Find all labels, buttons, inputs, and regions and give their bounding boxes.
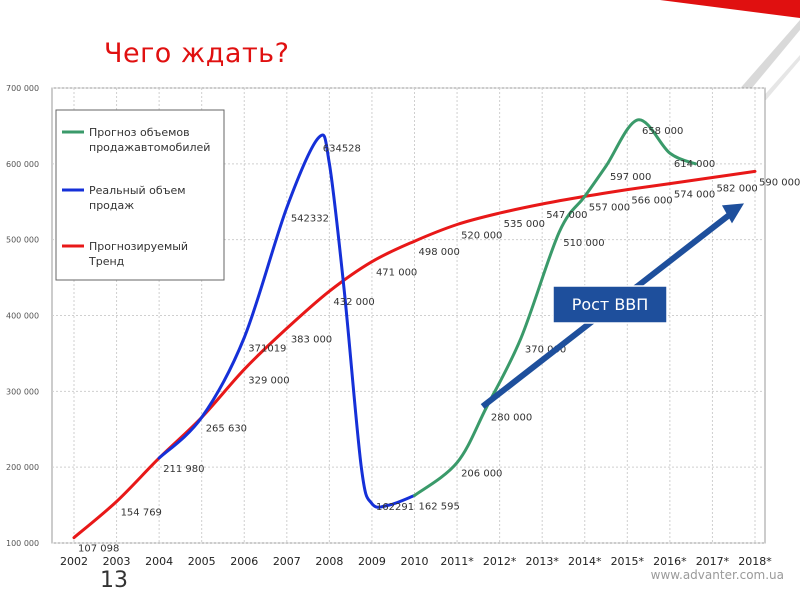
x-tick-label: 2013* bbox=[525, 555, 559, 568]
data-label: 162 595 bbox=[419, 502, 460, 513]
data-label: 597 000 bbox=[610, 172, 651, 183]
legend-entry-line: Прогноз объемов bbox=[89, 126, 190, 139]
data-label: 520 000 bbox=[461, 231, 502, 242]
legend-entry-line: Реальный объем bbox=[89, 184, 186, 197]
slide-title: Чего ждать? bbox=[104, 38, 290, 69]
x-tick-label: 2004 bbox=[145, 555, 173, 568]
slide-number: 13 bbox=[100, 568, 128, 593]
x-tick-label: 2003 bbox=[103, 555, 131, 568]
data-label: 574 000 bbox=[674, 190, 715, 201]
x-tick-label: 2008 bbox=[315, 555, 343, 568]
data-label: 535 000 bbox=[504, 219, 545, 230]
data-label: 432 000 bbox=[333, 297, 374, 308]
data-label: 329 000 bbox=[248, 375, 289, 386]
data-label: 557 000 bbox=[589, 202, 630, 213]
y-tick-label: 500 000 bbox=[6, 236, 39, 245]
legend-entry: Реальный объем продаж bbox=[89, 184, 186, 212]
y-tick-label: 600 000 bbox=[6, 160, 39, 169]
data-label: 590 000 bbox=[759, 177, 800, 188]
x-tick-label: 2005 bbox=[188, 555, 216, 568]
corner-grey-stripe bbox=[730, 20, 800, 100]
x-tick-label: 2010 bbox=[401, 555, 429, 568]
data-label: 510 000 bbox=[563, 238, 604, 249]
y-tick-label: 700 000 bbox=[6, 84, 39, 93]
x-tick-label: 2016* bbox=[653, 555, 687, 568]
chart-legend: Прогноз объемов продажавтомобилей Реальный… bbox=[55, 109, 225, 281]
data-label: 634528 bbox=[323, 144, 361, 155]
data-label: 370 000 bbox=[525, 344, 566, 355]
legend-entry-line: Прогнозируемый bbox=[89, 240, 188, 253]
legend-entry-line: продаж bbox=[89, 199, 134, 212]
corner-decoration bbox=[660, 0, 800, 100]
y-tick-label: 200 000 bbox=[6, 463, 39, 472]
x-tick-label: 2014* bbox=[568, 555, 602, 568]
x-tick-label: 2012* bbox=[483, 555, 517, 568]
data-label: 371019 bbox=[248, 343, 286, 354]
x-tick-label: 2018* bbox=[738, 555, 772, 568]
real-sales-series-line bbox=[157, 133, 416, 509]
data-label: 542332 bbox=[291, 214, 329, 225]
data-label: 154 769 bbox=[121, 507, 162, 518]
site-url: www.advanter.com.ua bbox=[650, 568, 784, 582]
legend-entry-line: Тренд bbox=[88, 255, 125, 268]
data-label: 582 000 bbox=[716, 183, 757, 194]
data-label: 107 098 bbox=[78, 544, 119, 555]
legend-entry: Прогноз объемов продажавтомобилей bbox=[89, 126, 210, 154]
data-label: 566 000 bbox=[631, 196, 672, 207]
y-tick-label: 300 000 bbox=[6, 387, 39, 396]
x-tick-label: 2015* bbox=[611, 555, 645, 568]
data-label: 265 630 bbox=[206, 423, 247, 434]
gdp-arrow-head bbox=[721, 203, 744, 224]
x-tick-label: 2006 bbox=[230, 555, 258, 568]
chart-axes: 100 000 200 000 300 000 400 000 500 000 600 0… bbox=[6, 84, 772, 568]
data-label: 471 000 bbox=[376, 268, 417, 279]
data-label: 547 000 bbox=[546, 210, 587, 221]
gdp-label-text: Рост ВВП bbox=[572, 295, 649, 314]
legend-entry: Прогнозируемый Тренд bbox=[88, 240, 188, 268]
x-tick-label: 2007 bbox=[273, 555, 301, 568]
x-tick-label: 2011* bbox=[440, 555, 474, 568]
corner-red-stripe bbox=[660, 0, 800, 18]
data-label: 206 000 bbox=[461, 469, 502, 480]
data-label: 383 000 bbox=[291, 334, 332, 345]
y-tick-label: 400 000 bbox=[6, 312, 39, 321]
corner-grey-stripe-2 bbox=[760, 55, 800, 100]
data-label: 211 980 bbox=[163, 464, 204, 475]
x-tick-label: 2009 bbox=[358, 555, 386, 568]
legend-box bbox=[55, 109, 225, 281]
gdp-annotation: Рост ВВП bbox=[480, 203, 744, 409]
chart-data-labels: 206 000 280 000 370 000 510 000 557 000 597 0… bbox=[78, 126, 800, 555]
chart-series bbox=[72, 118, 757, 540]
data-label: 162291 bbox=[376, 502, 414, 513]
data-label: 658 000 bbox=[642, 126, 683, 137]
data-label: 280 000 bbox=[491, 413, 532, 424]
y-tick-label: 100 000 bbox=[6, 539, 39, 548]
legend-entry-line: продажавтомобилей bbox=[89, 141, 210, 154]
data-label: 498 000 bbox=[419, 247, 460, 258]
x-tick-label: 2017* bbox=[696, 555, 730, 568]
forecast-series-line bbox=[413, 118, 697, 497]
gdp-label-box bbox=[552, 285, 668, 324]
data-label: 614 000 bbox=[674, 159, 715, 170]
x-tick-label: 2002 bbox=[60, 555, 88, 568]
